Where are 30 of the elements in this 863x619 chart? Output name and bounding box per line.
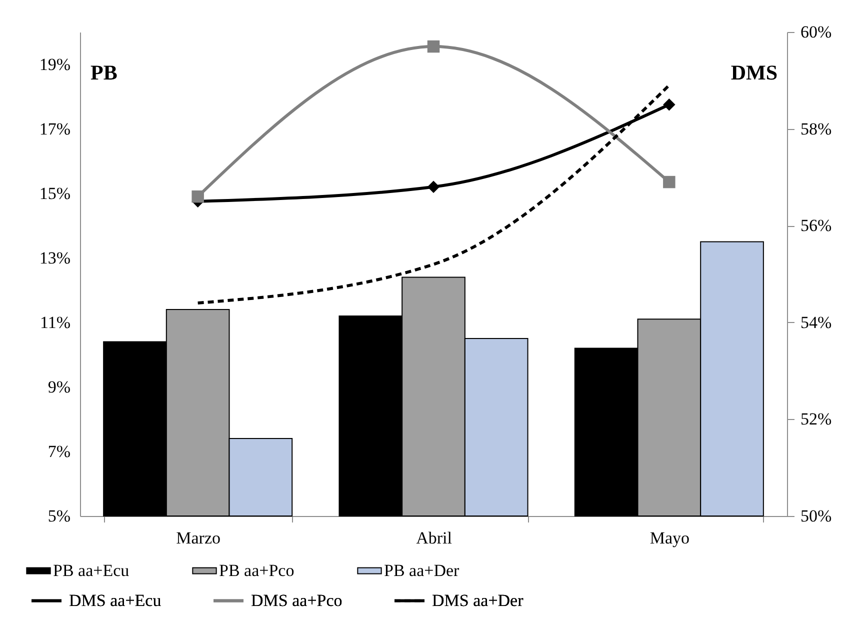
x-tick-label: Marzo bbox=[176, 528, 221, 548]
y-tick-label: 9% bbox=[48, 377, 70, 396]
y-tick-label: 19% bbox=[39, 54, 70, 74]
y2-tick-label: 54% bbox=[800, 312, 832, 332]
y-tick-label: 7% bbox=[48, 442, 70, 461]
legend-label: PB aa+Pco bbox=[219, 560, 294, 580]
y-tick-label: 5% bbox=[48, 506, 70, 526]
point bbox=[663, 98, 676, 111]
y-tick-label: 15% bbox=[39, 184, 70, 203]
point bbox=[427, 180, 440, 194]
y2-tick-label: 56% bbox=[800, 216, 832, 236]
x-tick-label: Mayo bbox=[650, 528, 690, 548]
y2-tick-label: 52% bbox=[800, 410, 832, 429]
y2-tick-label: 58% bbox=[800, 119, 832, 138]
x-tick-label: Abril bbox=[416, 528, 452, 548]
legend-label: PB aa+Der bbox=[384, 560, 460, 580]
legend-label: PB aa+Ecu bbox=[53, 560, 130, 580]
point bbox=[427, 40, 440, 53]
legend-label: DMS aa+Ecu bbox=[69, 590, 162, 610]
legend-label: DMS aa+Der bbox=[432, 590, 524, 610]
legend-label: DMS aa+Pco bbox=[251, 590, 342, 610]
y-tick-label: 17% bbox=[39, 119, 70, 138]
y-tick-label: 13% bbox=[39, 248, 70, 268]
y-tick-label: 11% bbox=[40, 312, 70, 332]
y-axis-title: PB bbox=[90, 60, 118, 84]
point bbox=[663, 176, 676, 188]
point bbox=[192, 190, 204, 203]
y2-tick-label: 50% bbox=[800, 506, 832, 526]
y2-axis-title: DMS bbox=[730, 60, 778, 84]
y2-tick-label: 60% bbox=[800, 22, 832, 42]
